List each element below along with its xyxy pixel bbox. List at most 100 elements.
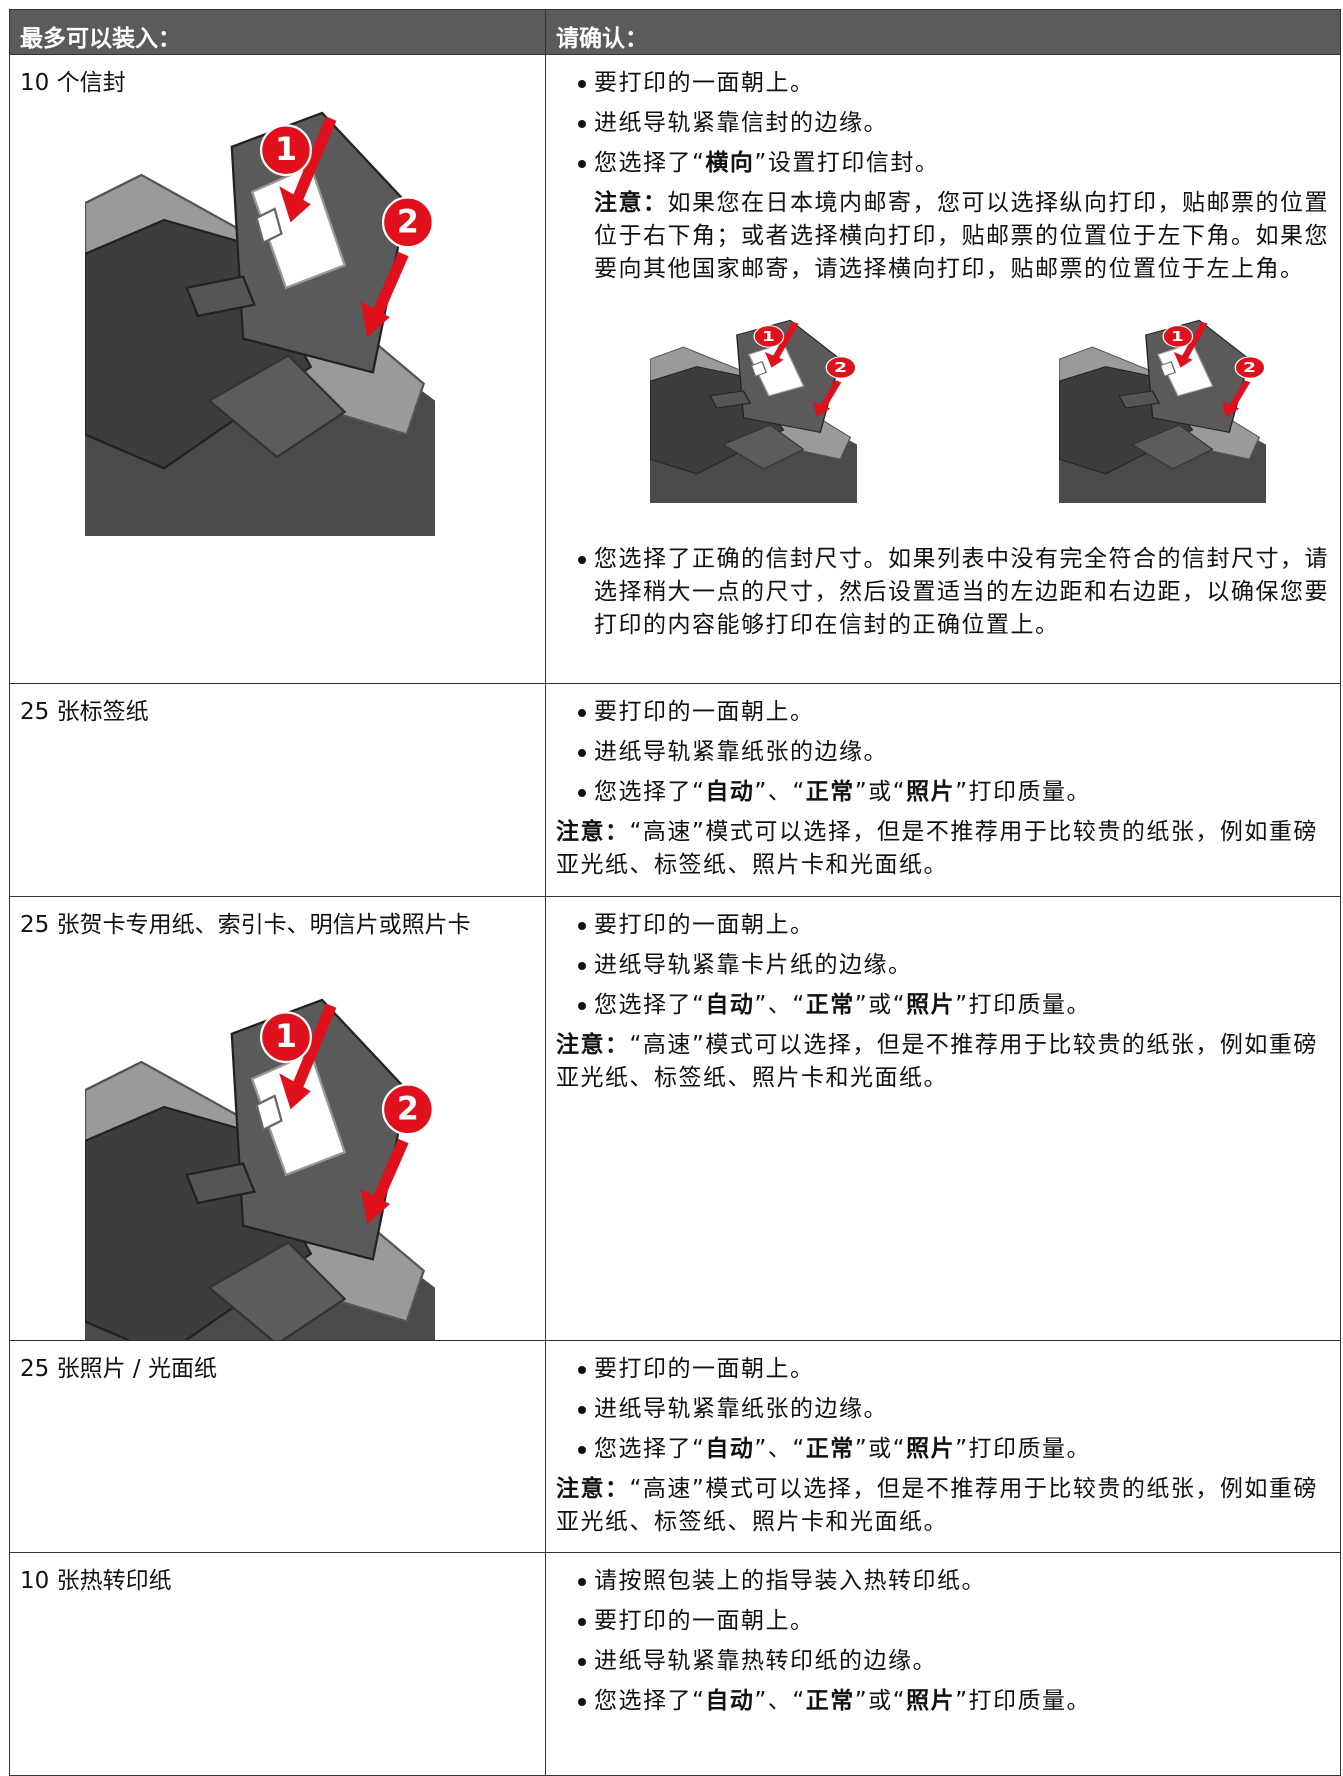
shape (1131, 424, 1214, 470)
bold-text: 正常 (805, 779, 855, 805)
bullet-item: 要打印的一面朝上。 (556, 67, 1330, 100)
shape (1118, 390, 1161, 409)
bold-text: 自动 (705, 992, 755, 1018)
header-right: 请确认： (556, 26, 648, 52)
bold-text: 横向 (705, 150, 755, 176)
text: 进纸导轨紧靠信封的边缘。 (594, 110, 888, 136)
shape (255, 207, 283, 245)
bullet-item: 要打印的一面朝上。 (556, 1353, 1330, 1386)
shape (185, 275, 256, 318)
shape (1159, 361, 1176, 378)
callout-circle (753, 325, 785, 348)
text: 进纸导轨紧靠卡片纸的边缘。 (594, 952, 913, 978)
callout-circle (381, 1083, 434, 1136)
text: “高速”模式可以选择，但是不推荐用于比较贵的纸张，例如重磅亚光纸、标签纸、照片卡… (556, 1476, 1318, 1535)
bold-text: 正常 (805, 1436, 855, 1462)
callout-number: 2 (834, 360, 848, 376)
bold-text: 注意： (556, 1032, 630, 1058)
bullet-item: 进纸导轨紧靠纸张的边缘。 (556, 736, 1330, 769)
callout-number: 2 (397, 1091, 419, 1127)
row-content-cell: 要打印的一面朝上。 进纸导轨紧靠卡片纸的边缘。 您选择了“自动”、“正常”或“照片”… (545, 896, 1341, 1341)
arrow (819, 380, 842, 409)
shape (255, 1094, 283, 1132)
text: 请按照包装上的指导装入热转印纸。 (594, 1568, 986, 1594)
shape (722, 424, 805, 470)
row-label-cell: 10 个信封 1 2 (9, 54, 546, 684)
row-label: 25 张标签纸 (20, 699, 149, 725)
shape (1173, 351, 1193, 368)
text: 您选择了“ (594, 150, 706, 176)
text: 您选择了正确的信封尺寸。如果列表中没有完全符合的信封尺寸，请选择稍大一点的尺寸，… (594, 546, 1329, 638)
shape (709, 390, 752, 409)
callout-number: 1 (1171, 328, 1185, 344)
arrow (292, 1003, 337, 1089)
arrow (1228, 380, 1251, 409)
callout-circle (260, 1011, 312, 1064)
bullet-item: 进纸导轨紧靠信封的边缘。 (556, 107, 1330, 140)
bold-text: 正常 (805, 992, 855, 1018)
shape (812, 401, 831, 418)
bullet-item: 您选择了“横向”设置打印信封。 (556, 147, 1330, 180)
callout-circle (1162, 325, 1194, 348)
bullet-item: 要打印的一面朝上。 (556, 1605, 1330, 1638)
note: 注意：“高速”模式可以选择，但是不推荐用于比较贵的纸张，例如重磅亚光纸、标签纸、… (556, 816, 1330, 882)
row-label: 10 个信封 (20, 70, 126, 96)
bullet-item: 您选择了正确的信封尺寸。如果列表中没有完全符合的信封尺寸，请选择稍大一点的尺寸，… (556, 543, 1330, 642)
callout-circle (381, 196, 434, 249)
arrow (371, 1138, 409, 1206)
callout-number: 2 (1243, 360, 1257, 376)
bold-text: 注意： (556, 1476, 630, 1502)
callout-number: 1 (762, 328, 776, 344)
callout-circle (1234, 356, 1266, 379)
printer-illustration: 12 (85, 111, 435, 536)
callout-number: 1 (275, 132, 297, 168)
text: 进纸导轨紧靠纸张的边缘。 (594, 1396, 888, 1422)
row-label-cell: 25 张标签纸 (9, 683, 546, 897)
text: ”、“ (754, 992, 806, 1018)
arrow (292, 116, 337, 202)
text: 要打印的一面朝上。 (594, 1608, 815, 1634)
text: 进纸导轨紧靠纸张的边缘。 (594, 739, 888, 765)
row-label-cell: 25 张贺卡专用纸、索引卡、明信片或照片卡 1 2 (9, 896, 546, 1341)
callout-circle (260, 124, 312, 177)
printer-illustration: 12 (85, 998, 435, 1340)
bold-text: 自动 (705, 1436, 755, 1462)
printer-illustration: 12 (650, 319, 857, 503)
text: ”、“ (754, 1688, 806, 1714)
bullet-item: 您选择了“自动”、“正常”或“照片”打印质量。 (556, 1685, 1330, 1718)
bullet-item: 您选择了“自动”、“正常”或“照片”打印质量。 (556, 1433, 1330, 1466)
text: ”、“ (754, 1436, 806, 1462)
text: 要打印的一面朝上。 (594, 912, 815, 938)
text: 进纸导轨紧靠热转印纸的边缘。 (594, 1648, 937, 1674)
row-label: 25 张贺卡专用纸、索引卡、明信片或照片卡 (20, 912, 471, 938)
callout-number: 2 (397, 204, 419, 240)
note: 注意：如果您在日本境内邮寄，您可以选择纵向打印，贴邮票的位置位于右下角；或者选择… (556, 187, 1330, 286)
row-content-cell: 要打印的一面朝上。进纸导轨紧靠纸张的边缘。您选择了“自动”、“正常”或“照片”打… (545, 1340, 1341, 1553)
callout-circle (825, 356, 857, 379)
bullet-item: 要打印的一面朝上。 (556, 696, 1330, 729)
shape (360, 1188, 390, 1225)
header-left: 最多可以装入： (20, 26, 181, 52)
text: ”打印质量。 (955, 1688, 1092, 1714)
row-content-cell: 要打印的一面朝上。 进纸导轨紧靠信封的边缘。 您选择了“横向”设置打印信封。 注意：如… (545, 54, 1341, 684)
shape (1221, 401, 1240, 418)
text: 如果您在日本境内邮寄，您可以选择纵向打印，贴邮票的位置位于右下角；或者选择横向打… (594, 190, 1329, 282)
arrow (772, 321, 799, 359)
shape (207, 354, 347, 459)
text: ”或“ (854, 1688, 907, 1714)
note: 注意：“高速”模式可以选择，但是不推荐用于比较贵的纸张，例如重磅亚光纸、标签纸、… (556, 1473, 1330, 1539)
bold-text: 注意： (556, 819, 630, 845)
shape (360, 301, 390, 338)
text: ”打印质量。 (955, 1436, 1092, 1462)
text: 要打印的一面朝上。 (594, 70, 815, 96)
bold-text: 照片 (906, 992, 956, 1018)
bullet-item: 进纸导轨紧靠热转印纸的边缘。 (556, 1645, 1330, 1678)
bold-text: 注意： (594, 190, 668, 216)
bullet-item: 要打印的一面朝上。 (556, 909, 1330, 942)
text: ”设置打印信封。 (754, 150, 940, 176)
printer-illustration: 12 (1059, 319, 1266, 503)
arrow (371, 251, 409, 319)
shape (764, 351, 784, 368)
